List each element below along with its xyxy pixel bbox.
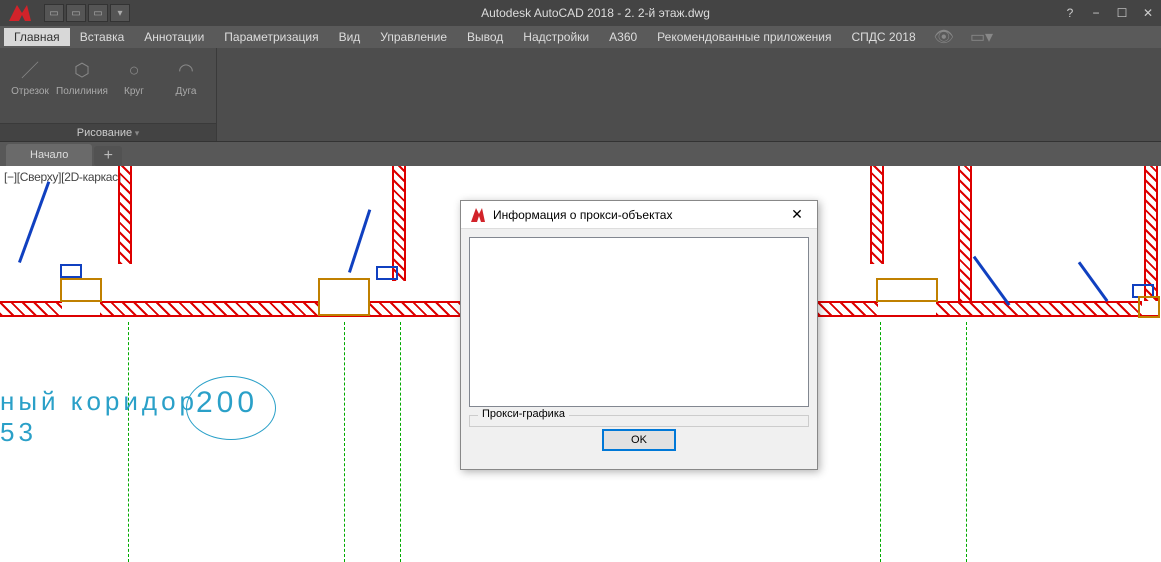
panel-title[interactable]: Рисование <box>0 123 216 141</box>
room-label-line1: ный коридор <box>0 386 198 416</box>
add-tab-button[interactable]: + <box>94 146 122 166</box>
ribbon-tab-10[interactable]: СПДС 2018 <box>842 28 926 46</box>
tool-Дуга[interactable]: ◠ Дуга <box>162 52 210 97</box>
tool-Круг[interactable]: ○ Круг <box>110 52 158 97</box>
maximize-icon[interactable]: ☐ <box>1109 2 1135 24</box>
tool-label: Дуга <box>176 86 197 97</box>
centerline <box>880 322 881 562</box>
proxy-info-textbox[interactable] <box>469 237 809 407</box>
help-icon[interactable]: ? <box>1057 2 1083 24</box>
door-swing <box>1078 261 1109 302</box>
qat-open-icon[interactable]: ▭ <box>66 4 86 22</box>
door-swing <box>348 209 371 273</box>
ribbon-tab-1[interactable]: Вставка <box>70 28 135 46</box>
visibility-icon[interactable]: 👁 <box>926 25 962 49</box>
dialog-close-button[interactable]: ✕ <box>785 205 809 225</box>
qat-new-icon[interactable]: ▭ <box>44 4 64 22</box>
app-logo <box>0 3 40 23</box>
tool-label: Полилиния <box>56 86 108 97</box>
titlebar: ▭ ▭ ▭ ▾ Autodesk AutoCAD 2018 - 2. 2-й э… <box>0 0 1161 26</box>
proxy-info-dialog: Информация о прокси-объектах ✕ Прокси-гр… <box>460 200 818 470</box>
window-marker <box>60 264 82 278</box>
window-marker <box>376 266 398 280</box>
tool-label: Отрезок <box>11 86 49 97</box>
document-tabs: Начало + <box>0 142 1161 166</box>
room-label: ный коридор 53 <box>0 386 198 448</box>
wall-segment <box>368 301 460 317</box>
opening-marker <box>876 278 938 302</box>
tool-icon: ⬡ <box>68 56 96 84</box>
dialog-body: Прокси-графика OK <box>461 229 817 469</box>
ribbon: ／ Отрезок ⬡ Полилиния ○ Круг ◠ Дуга Рисование <box>0 48 1161 142</box>
centerline <box>344 322 345 562</box>
viewport-label[interactable]: [−][Сверху][2D-каркас] <box>4 170 121 184</box>
column <box>118 166 132 264</box>
wall-segment <box>818 301 878 317</box>
wall-line <box>876 315 938 317</box>
autocad-icon <box>469 206 487 224</box>
ribbon-tab-5[interactable]: Управление <box>370 28 457 46</box>
column <box>1144 166 1158 301</box>
tool-label: Круг <box>124 86 144 97</box>
qat-dropdown-icon[interactable]: ▾ <box>110 4 130 22</box>
proxy-graphics-group: Прокси-графика <box>469 415 809 427</box>
opening-marker <box>60 278 102 302</box>
opening-marker <box>318 278 370 316</box>
opening-marker <box>1138 296 1160 318</box>
dialog-title: Информация о прокси-объектах <box>493 208 785 222</box>
minimize-icon[interactable]: − <box>1083 2 1109 24</box>
ribbon-tab-0[interactable]: Главная <box>4 28 70 46</box>
tool-icon: ／ <box>16 56 44 84</box>
tool-Отрезок[interactable]: ／ Отрезок <box>6 52 54 97</box>
centerline <box>400 322 401 562</box>
ribbon-state-icon[interactable]: ▭▾ <box>962 25 1001 49</box>
column <box>870 166 884 264</box>
room-number: 200 <box>196 386 258 420</box>
doc-tab-start[interactable]: Начало <box>6 144 92 166</box>
dialog-titlebar[interactable]: Информация о прокси-объектах ✕ <box>461 201 817 229</box>
centerline <box>966 322 967 562</box>
tool-Полилиния[interactable]: ⬡ Полилиния <box>58 52 106 97</box>
room-label-line2: 53 <box>0 417 37 447</box>
ribbon-tab-4[interactable]: Вид <box>329 28 371 46</box>
ok-button[interactable]: OK <box>602 429 676 451</box>
column <box>392 166 406 281</box>
wall-line <box>60 315 104 317</box>
window-title: Autodesk AutoCAD 2018 - 2. 2-й этаж.dwg <box>134 6 1057 20</box>
ribbon-panel-0: ／ Отрезок ⬡ Полилиния ○ Круг ◠ Дуга Рисование <box>0 48 217 141</box>
qat-save-icon[interactable]: ▭ <box>88 4 108 22</box>
system-buttons: ? − ☐ ✕ <box>1057 2 1161 24</box>
ribbon-tabs: ГлавнаяВставкаАннотацииПараметризацияВид… <box>0 26 1161 48</box>
close-icon[interactable]: ✕ <box>1135 2 1161 24</box>
tool-icon: ○ <box>120 56 148 84</box>
ribbon-tab-2[interactable]: Аннотации <box>134 28 214 46</box>
door-swing <box>18 181 50 263</box>
column <box>958 166 972 301</box>
groupbox-title: Прокси-графика <box>478 408 569 420</box>
ribbon-tab-6[interactable]: Вывод <box>457 28 513 46</box>
wall-segment <box>936 301 1142 317</box>
quick-access-toolbar: ▭ ▭ ▭ ▾ <box>40 4 134 22</box>
ribbon-tab-7[interactable]: Надстройки <box>513 28 599 46</box>
ribbon-tab-3[interactable]: Параметризация <box>214 28 328 46</box>
ribbon-tab-9[interactable]: Рекомендованные приложения <box>647 28 841 46</box>
ribbon-tab-8[interactable]: A360 <box>599 28 647 46</box>
wall-segment <box>100 301 320 317</box>
door-swing <box>973 256 1011 306</box>
wall-segment <box>0 301 62 317</box>
tool-icon: ◠ <box>172 56 200 84</box>
